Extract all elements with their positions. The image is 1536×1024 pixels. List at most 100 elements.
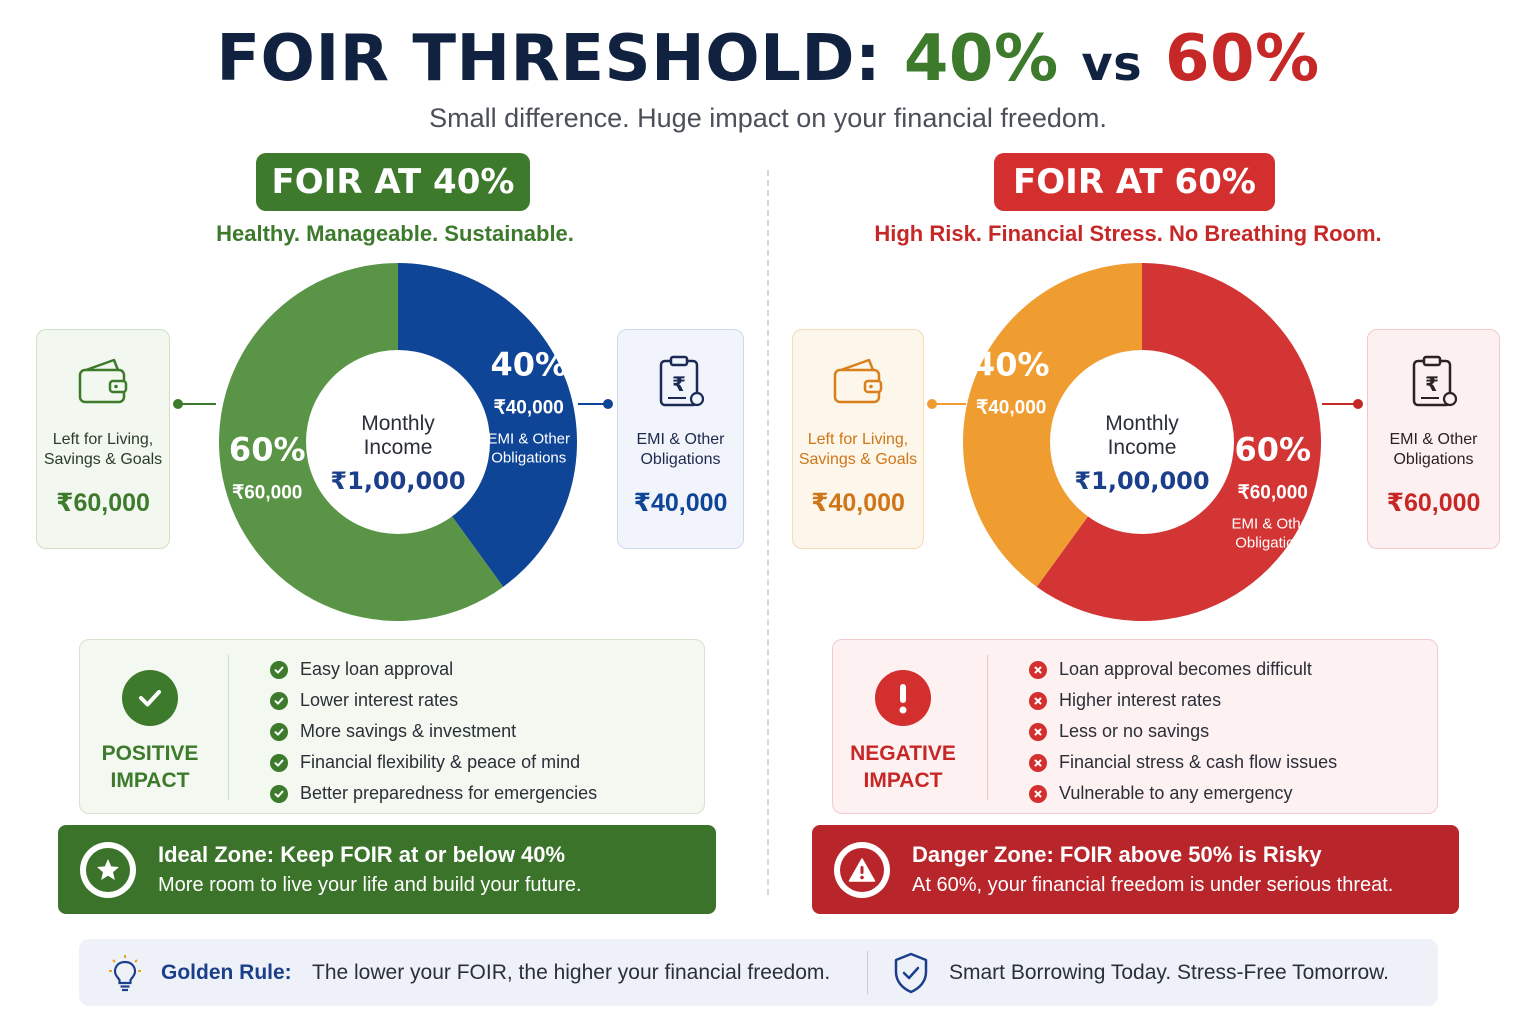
page-title: FOIR THRESHOLD: 40% vs 60% xyxy=(0,22,1536,96)
right-emi-label: EMI & Other Obligations xyxy=(1389,431,1478,468)
right-impact-box: NEGATIVE IMPACT Loan approval becomes di… xyxy=(832,639,1438,814)
left-tagline: Healthy. Manageable. Sustainable. xyxy=(216,221,574,246)
star-icon xyxy=(80,842,136,898)
left-donut-chart: 40% ₹40,000 EMI & Other Obligations 60% ₹60,0… xyxy=(218,263,577,621)
right-pill: FOIR AT 60% xyxy=(994,153,1275,211)
right-living-amount: ₹40,000 xyxy=(811,489,905,517)
slice-amount-label: ₹40,000 xyxy=(976,398,1046,419)
right-impact-list: Loan approval becomes difficult Higher in… xyxy=(1029,654,1337,809)
right-impact-divider xyxy=(987,655,988,800)
slice-amount-label: ₹60,000 xyxy=(232,482,302,503)
right-living-connector xyxy=(927,399,966,409)
golden-rule-text: The lower your FOIR, the higher your fin… xyxy=(312,961,831,984)
right-danger-zone: Danger Zone: FOIR above 50% is Risky At … xyxy=(812,825,1459,914)
page-subtitle: Small difference. Huge impact on your fi… xyxy=(429,103,1107,133)
right-living-label: Left for Living, Savings & Goals xyxy=(798,431,918,468)
right-living-box: Left for Living, Savings & Goals ₹40,000 xyxy=(792,329,924,549)
slice-percent-label: 60% xyxy=(229,430,306,468)
donut-hole xyxy=(306,350,490,534)
svg-text:₹: ₹ xyxy=(1425,372,1439,396)
impact-list-item: Loan approval becomes difficult xyxy=(1029,654,1337,685)
slice-amount-label: ₹60,000 xyxy=(1238,482,1308,503)
slice-category-label: EMI & Other xyxy=(1232,515,1315,532)
check-circle-icon xyxy=(270,722,288,741)
left-emi-connector xyxy=(578,399,613,409)
slice-amount-label: ₹40,000 xyxy=(494,398,564,419)
right-emi-amount: ₹60,000 xyxy=(1386,489,1481,517)
title-low: 40% xyxy=(903,22,1059,96)
svg-text:₹: ₹ xyxy=(672,372,686,396)
x-circle-icon xyxy=(1029,784,1047,803)
right-emi-connector xyxy=(1322,399,1363,409)
impact-list-item: Financial flexibility & peace of mind xyxy=(270,747,597,778)
center-divider xyxy=(767,170,769,895)
bill-icon: ₹ xyxy=(1406,354,1462,410)
x-circle-icon xyxy=(1029,660,1047,679)
wallet-icon xyxy=(75,354,131,410)
impact-list-item: Financial stress & cash flow issues xyxy=(1029,747,1337,778)
right-zone-heading: Danger Zone: FOIR above 50% is Risky xyxy=(912,842,1322,867)
left-emi-amount: ₹40,000 xyxy=(633,489,728,517)
left-ideal-zone: Ideal Zone: Keep FOIR at or below 40% Mo… xyxy=(58,825,716,914)
check-circle-icon xyxy=(270,753,288,772)
slice-category-label: EMI & Other xyxy=(488,431,571,448)
right-zone-text: At 60%, your financial freedom is under … xyxy=(912,874,1394,896)
wallet-icon xyxy=(830,354,886,410)
left-emi-box: ₹ EMI & Other Obligations ₹40,000 xyxy=(617,329,744,549)
warning-icon xyxy=(834,842,890,898)
impact-list-item: Lower interest rates xyxy=(270,685,597,716)
x-circle-icon xyxy=(1029,722,1047,741)
center-label: Income xyxy=(1108,436,1177,459)
check-circle-icon xyxy=(270,691,288,710)
center-value: ₹1,00,000 xyxy=(1074,467,1209,495)
check-icon xyxy=(122,670,178,726)
left-emi-label: EMI & Other Obligations xyxy=(636,431,725,468)
right-donut-chart: 60% ₹60,000 EMI & Other Obligations 40% ₹40,0… xyxy=(963,263,1321,621)
impact-list-item: Higher interest rates xyxy=(1029,685,1337,716)
left-pill: FOIR AT 40% xyxy=(256,153,530,211)
slice-category-label: Obligations xyxy=(1235,534,1310,551)
center-label: Monthly xyxy=(1105,412,1179,435)
lightbulb-icon xyxy=(105,954,145,999)
left-impact-divider xyxy=(228,655,229,800)
right-emi-box: ₹ EMI & Other Obligations ₹60,000 xyxy=(1367,329,1500,549)
x-circle-icon xyxy=(1029,691,1047,710)
slice-percent-label: 40% xyxy=(973,346,1050,384)
title-vs: vs xyxy=(1081,36,1143,92)
left-living-connector xyxy=(173,399,216,409)
left-zone-heading: Ideal Zone: Keep FOIR at or below 40% xyxy=(158,842,566,867)
left-impact-list: Easy loan approval Lower interest rates Mo… xyxy=(270,654,597,809)
check-circle-icon xyxy=(270,784,288,803)
shield-icon xyxy=(891,951,931,1000)
left-impact-label: POSITIVE IMPACT xyxy=(101,742,199,792)
donut-hole xyxy=(1050,350,1234,534)
impact-list-item: Vulnerable to any emergency xyxy=(1029,778,1337,809)
left-impact-box: POSITIVE IMPACT Easy loan approval Lower … xyxy=(79,639,705,814)
footer-divider xyxy=(867,951,868,994)
impact-list-item: Less or no savings xyxy=(1029,716,1337,747)
left-living-box: Left for Living, Savings & Goals ₹60,000 xyxy=(36,329,170,549)
bill-icon: ₹ xyxy=(653,354,709,410)
right-impact-label: NEGATIVE IMPACT xyxy=(850,742,956,792)
title-high: 60% xyxy=(1164,22,1320,96)
center-label: Income xyxy=(364,436,433,459)
impact-list-item: Better preparedness for emergencies xyxy=(270,778,597,809)
center-value: ₹1,00,000 xyxy=(330,467,465,495)
title-prefix: FOIR THRESHOLD: xyxy=(216,22,882,96)
left-zone-text: More room to live your life and build yo… xyxy=(158,874,582,896)
slice-category-label: Obligations xyxy=(491,450,566,467)
footer-slogan: Smart Borrowing Today. Stress-Free Tomor… xyxy=(949,961,1389,984)
slice-percent-label: 40% xyxy=(490,346,567,384)
golden-rule-label: Golden Rule: xyxy=(161,961,292,984)
impact-list-item: More savings & investment xyxy=(270,716,597,747)
right-tagline: High Risk. Financial Stress. No Breathin… xyxy=(874,221,1382,246)
left-living-amount: ₹60,000 xyxy=(56,489,150,517)
check-circle-icon xyxy=(270,660,288,679)
center-label: Monthly xyxy=(361,412,435,435)
exclamation-icon xyxy=(875,670,931,726)
x-circle-icon xyxy=(1029,753,1047,772)
left-living-label: Left for Living, Savings & Goals xyxy=(43,431,163,468)
footer-banner: Golden Rule: The lower your FOIR, the hi… xyxy=(79,939,1438,1006)
slice-percent-label: 60% xyxy=(1234,430,1311,468)
impact-list-item: Easy loan approval xyxy=(270,654,597,685)
